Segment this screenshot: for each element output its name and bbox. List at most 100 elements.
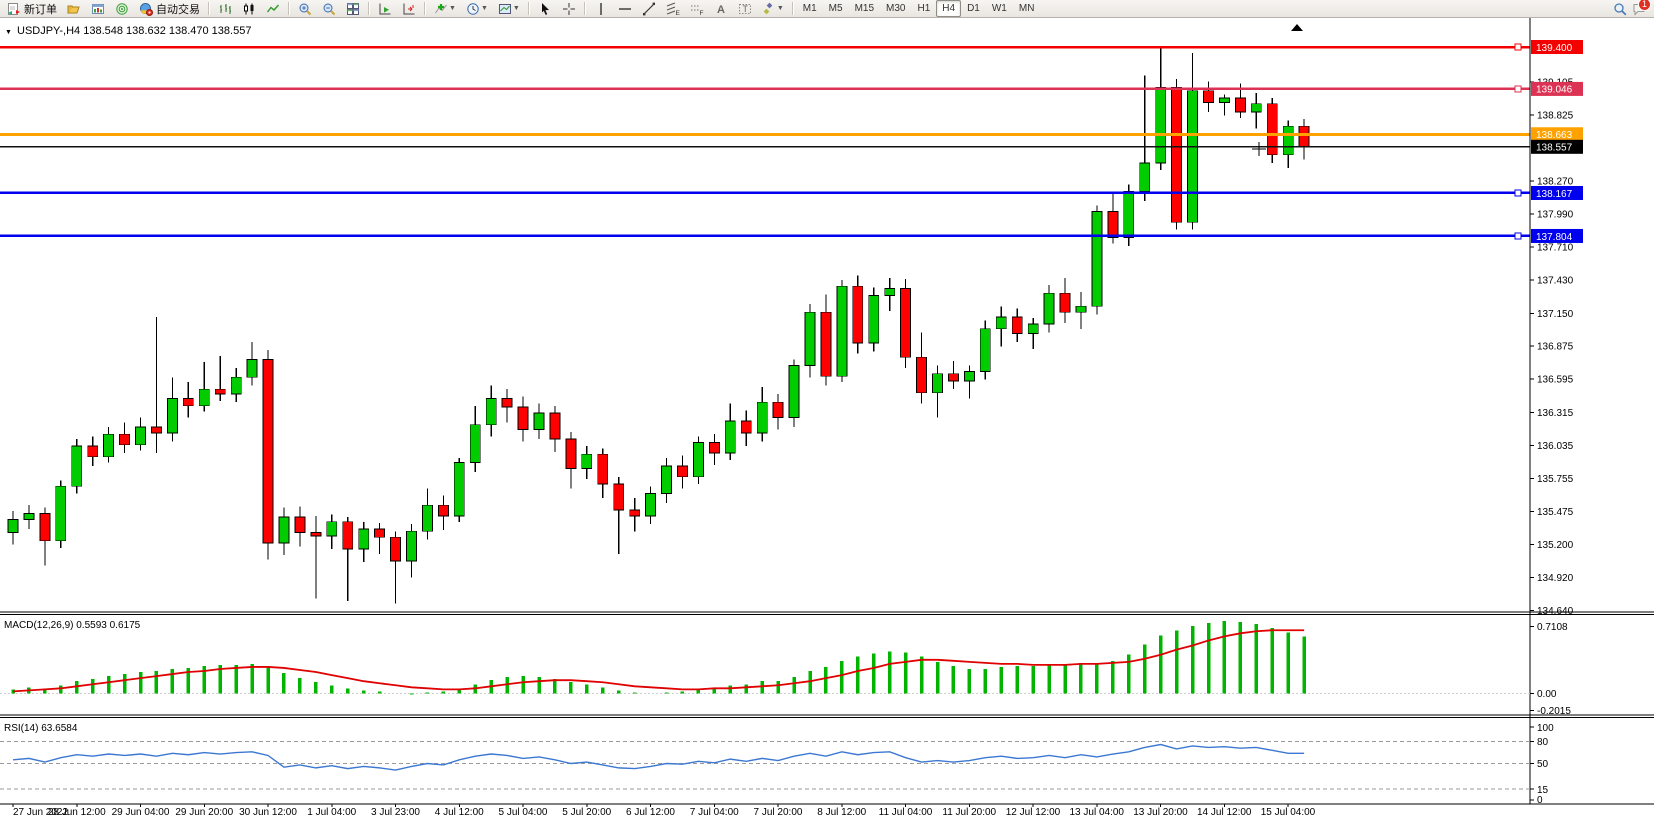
svg-text:1 Jul 04:00: 1 Jul 04:00 xyxy=(307,807,356,818)
text-label-tool-button[interactable]: T xyxy=(734,0,756,17)
macd-pane: MACD(12,26,9) 0.5593 0.6175 0.7108 0.00 -0.… xyxy=(0,620,1571,717)
toolbar-separator xyxy=(208,2,210,15)
clock-icon xyxy=(467,2,479,15)
svg-text:80: 80 xyxy=(1537,737,1549,748)
svg-text:138.270: 138.270 xyxy=(1537,176,1574,187)
svg-text:7 Jul 04:00: 7 Jul 04:00 xyxy=(690,807,739,818)
candle-chart-mode-button[interactable] xyxy=(238,0,260,17)
chart-header: ▼ USDJPY-,H4 138.548 138.632 138.470 138.… xyxy=(5,25,251,37)
tile-windows-button[interactable] xyxy=(342,0,364,17)
periods-button[interactable]: ▼ xyxy=(462,0,492,17)
svg-text:134.920: 134.920 xyxy=(1537,573,1574,584)
navigator-icon xyxy=(116,2,128,15)
svg-text:135.475: 135.475 xyxy=(1537,507,1574,518)
auto-scroll-icon xyxy=(379,3,391,14)
timeframe-h1-button[interactable]: H1 xyxy=(917,3,931,14)
timeframe-m30-button[interactable]: M30 xyxy=(886,3,906,14)
profiles-button[interactable] xyxy=(63,0,85,17)
svg-text:A: A xyxy=(717,4,725,16)
svg-text:138.825: 138.825 xyxy=(1537,111,1574,122)
timeframe-w1-button[interactable]: W1 xyxy=(991,3,1007,14)
svg-text:135.755: 135.755 xyxy=(1537,474,1574,485)
auto-scroll-button[interactable] xyxy=(374,0,396,17)
horizontal-line-tool-button[interactable] xyxy=(614,0,636,17)
trendline-tool-button[interactable] xyxy=(638,0,660,17)
timeframe-d1-button[interactable]: D1 xyxy=(967,3,980,14)
autotrading-button[interactable]: 自动交易 xyxy=(135,0,204,17)
templates-button[interactable]: ▼ xyxy=(494,0,524,17)
svg-text:8 Jul 12:00: 8 Jul 12:00 xyxy=(817,807,866,818)
timeframe-m1-button[interactable]: M1 xyxy=(802,3,817,14)
search-button[interactable] xyxy=(1609,0,1631,17)
bar-chart-icon xyxy=(220,3,231,14)
bar-chart-mode-button[interactable] xyxy=(214,0,236,17)
cursor-tool-button[interactable] xyxy=(534,0,556,17)
shapes-tool-button[interactable]: ▼ xyxy=(758,0,788,17)
trendline-icon xyxy=(642,2,655,15)
price-axis[interactable]: 139.105138.825138.270137.990137.710137.4… xyxy=(1530,40,1583,617)
svg-text:▼: ▼ xyxy=(5,29,12,36)
svg-text:-0.2015: -0.2015 xyxy=(1537,706,1571,717)
svg-text:135.200: 135.200 xyxy=(1537,540,1574,551)
notifications-button[interactable]: 1 xyxy=(1632,0,1651,16)
svg-text:5 Jul 04:00: 5 Jul 04:00 xyxy=(499,807,548,818)
zoom-out-button[interactable] xyxy=(318,0,340,17)
svg-text:137.150: 137.150 xyxy=(1537,309,1574,320)
line-chart-mode-button[interactable] xyxy=(262,0,284,17)
vertical-line-tool-button[interactable] xyxy=(590,0,612,17)
autotrading-icon xyxy=(140,2,153,16)
svg-text:0: 0 xyxy=(1537,795,1543,806)
price-lines xyxy=(0,43,1530,240)
new-order-button[interactable]: 新订单 xyxy=(3,0,61,17)
candlestick-chart-icon xyxy=(244,3,254,14)
svg-text:3 Jul 23:00: 3 Jul 23:00 xyxy=(371,807,420,818)
timeframe-h4-button[interactable]: H4 xyxy=(936,0,962,17)
profiles-icon xyxy=(67,5,80,13)
market-watch-icon xyxy=(92,3,104,14)
svg-text:0.00: 0.00 xyxy=(1537,689,1557,700)
svg-text:13 Jul 04:00: 13 Jul 04:00 xyxy=(1070,807,1125,818)
channel-tool-button[interactable]: F xyxy=(686,0,708,17)
autotrading-label: 自动交易 xyxy=(156,3,200,16)
svg-text:28 Jun 12:00: 28 Jun 12:00 xyxy=(48,807,106,818)
timeframe-m5-button[interactable]: M5 xyxy=(828,3,843,14)
crosshair-tool-button[interactable] xyxy=(558,0,580,17)
svg-text:RSI(14) 63.6584: RSI(14) 63.6584 xyxy=(4,723,78,734)
toolbar-separator xyxy=(791,2,794,15)
new-order-label: 新订单 xyxy=(24,3,57,16)
timeframe-mn-button[interactable]: MN xyxy=(1018,3,1035,14)
svg-text:13 Jul 20:00: 13 Jul 20:00 xyxy=(1133,807,1188,818)
market-watch-button[interactable] xyxy=(87,0,109,17)
vertical-line-icon xyxy=(600,2,602,15)
svg-text:E: E xyxy=(675,10,680,16)
fibonacci-tool-button[interactable]: E xyxy=(662,0,684,17)
svg-text:137.990: 137.990 xyxy=(1537,209,1574,220)
text-label-icon: T xyxy=(738,3,751,14)
toolbar-separator xyxy=(288,2,290,15)
svg-text:F: F xyxy=(699,10,703,16)
svg-text:5 Jul 20:00: 5 Jul 20:00 xyxy=(562,807,611,818)
crosshair-icon xyxy=(562,2,575,15)
svg-text:15 Jul 04:00: 15 Jul 04:00 xyxy=(1261,807,1316,818)
navigator-button[interactable] xyxy=(111,0,133,17)
svg-text:100: 100 xyxy=(1537,723,1554,734)
svg-text:0.7108: 0.7108 xyxy=(1537,622,1568,633)
price-chart-canvas[interactable]: 139.105138.825138.270137.990137.710137.4… xyxy=(0,18,1654,824)
dropdown-arrow-icon: ▼ xyxy=(512,5,520,12)
chart-shift-button[interactable] xyxy=(398,0,420,17)
line-chart-icon xyxy=(266,4,280,12)
svg-text:136.315: 136.315 xyxy=(1537,408,1574,419)
zoom-in-button[interactable] xyxy=(294,0,316,17)
rsi-pane: RSI(14) 63.6584 100 80 50 150 xyxy=(0,723,1554,806)
template-icon xyxy=(498,3,511,14)
text-icon: A xyxy=(717,4,725,16)
text-tool-button[interactable]: A xyxy=(710,0,732,17)
new-order-icon xyxy=(8,2,20,15)
svg-text:30 Jun 12:00: 30 Jun 12:00 xyxy=(239,807,297,818)
indicators-button[interactable]: ▼ xyxy=(430,0,460,17)
timeframe-m15-button[interactable]: M15 xyxy=(854,3,875,14)
chart-shift-marker xyxy=(1291,24,1303,31)
notification-badge: 1 xyxy=(1638,0,1651,11)
horizontal-line-icon xyxy=(618,7,631,10)
